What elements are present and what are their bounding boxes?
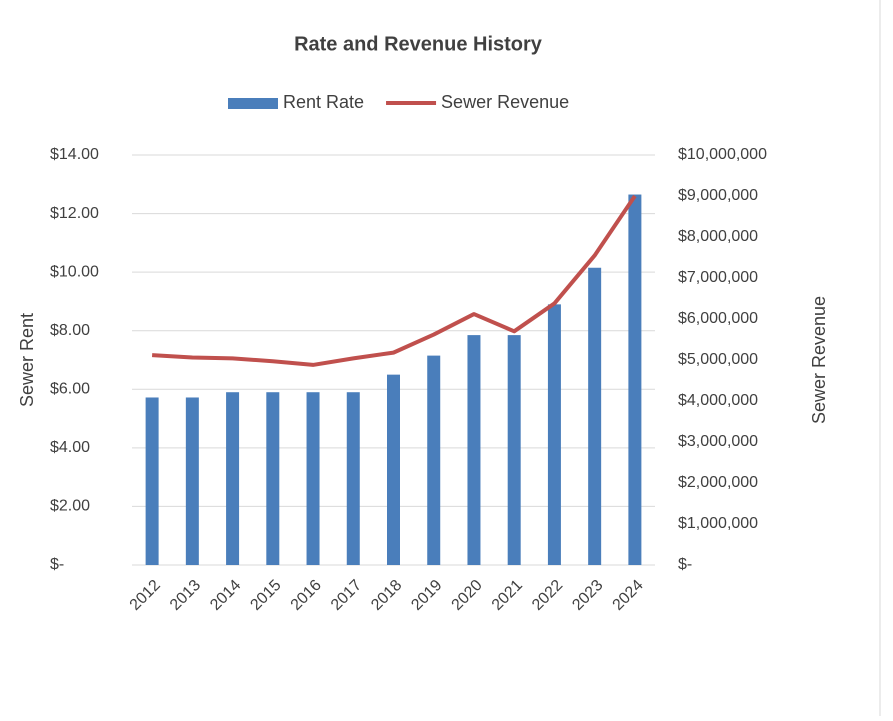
y2-tick-label: $9,000,000: [678, 187, 758, 204]
x-tick-label: 2021: [489, 577, 526, 614]
x-tick-label: 2014: [207, 577, 244, 614]
x-tick-label: 2018: [368, 577, 405, 614]
y-tick-label: $10.00: [50, 263, 99, 280]
x-tick-label: 2012: [127, 577, 164, 614]
bar: [507, 335, 521, 565]
x-tick-label: 2017: [328, 577, 365, 614]
y2-tick-label: $-: [678, 556, 692, 573]
bar: [185, 397, 199, 565]
bar: [306, 392, 320, 565]
y2-tick-label: $7,000,000: [678, 269, 758, 286]
y-tick-label: $8.00: [50, 322, 90, 339]
line: [151, 194, 637, 367]
y-tick-label: $12.00: [50, 205, 99, 222]
y-tick-label: $-: [50, 556, 64, 573]
y-tick-label: $2.00: [50, 498, 90, 515]
x-tick-label: 2022: [529, 577, 566, 614]
x-tick-label: 2016: [288, 577, 325, 614]
legend-label: Rent Rate: [283, 92, 364, 112]
legend-swatch: [228, 98, 278, 109]
y-tick-label: $6.00: [50, 381, 90, 398]
y2-tick-label: $2,000,000: [678, 474, 758, 491]
bar: [346, 392, 360, 565]
chart-title: Rate and Revenue History: [294, 33, 543, 55]
legend-label: Sewer Revenue: [441, 92, 569, 112]
y2-tick-label: $6,000,000: [678, 310, 758, 327]
bar: [588, 267, 602, 565]
y2-tick-label: $3,000,000: [678, 433, 758, 450]
bar: [266, 392, 280, 565]
x-tick-label: 2015: [247, 577, 284, 614]
y2-tick-label: $8,000,000: [678, 228, 758, 245]
y2-tick-label: $4,000,000: [678, 392, 758, 409]
x-tick-label: 2023: [569, 577, 606, 614]
x-tick-label: 2020: [449, 577, 486, 614]
x-tick-label: 2019: [408, 577, 445, 614]
x-tick-label: 2013: [167, 577, 204, 614]
bar: [467, 335, 481, 565]
bar: [628, 194, 642, 566]
bar: [547, 304, 561, 565]
y-tick-label: $4.00: [50, 439, 90, 456]
x-tick-label: 2024: [610, 577, 647, 614]
y-axis-title: Sewer Rent: [17, 313, 37, 407]
y2-tick-label: $1,000,000: [678, 515, 758, 532]
y2-tick-label: $10,000,000: [678, 146, 767, 163]
y-tick-label: $14.00: [50, 146, 99, 163]
bar: [427, 355, 441, 565]
bar: [145, 397, 159, 565]
bar: [387, 374, 400, 565]
y2-axis-title: Sewer Revenue: [809, 296, 829, 424]
bar: [226, 392, 240, 565]
y2-tick-label: $5,000,000: [678, 351, 758, 368]
